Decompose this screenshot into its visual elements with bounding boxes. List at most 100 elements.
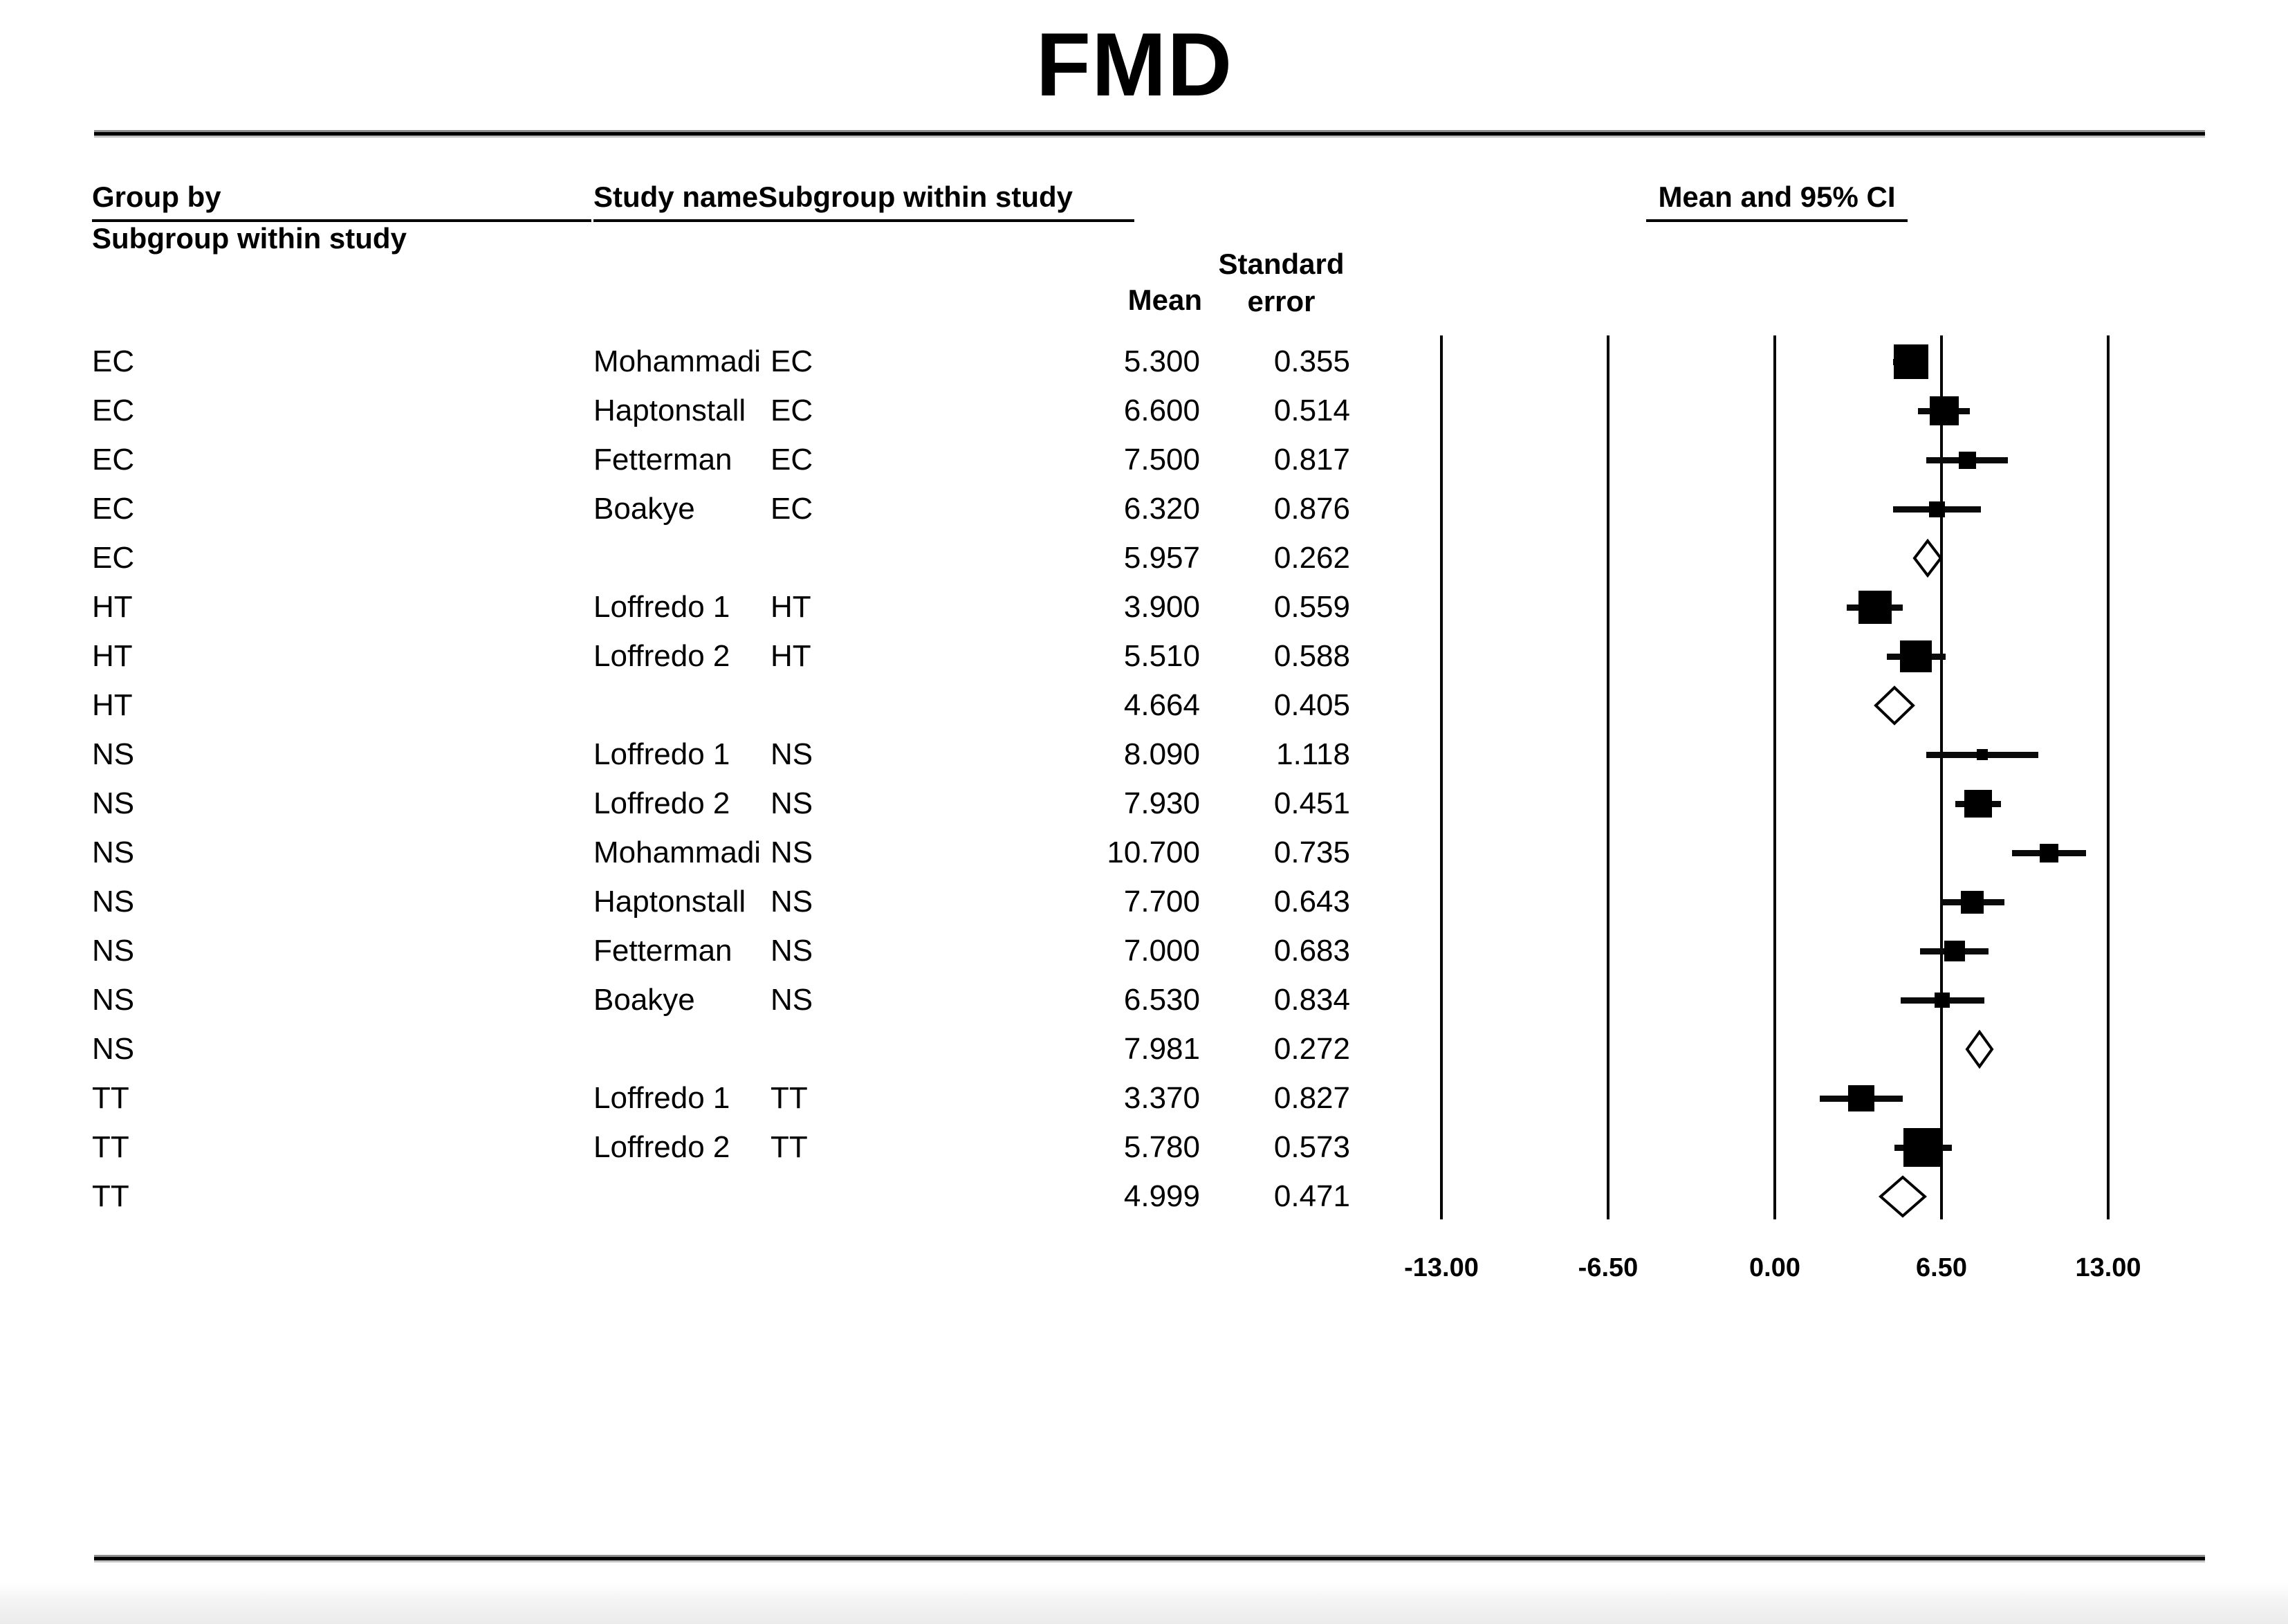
row-study-name: Fetterman	[593, 443, 732, 477]
row-mean-value: 10.700	[1107, 836, 1200, 869]
row-subgroup: NS	[771, 737, 813, 771]
row-group-label: EC	[92, 394, 135, 427]
gridline	[2107, 335, 2110, 1219]
row-mean-value: 5.510	[1123, 639, 1200, 673]
row-mean-value: 3.900	[1123, 590, 1200, 624]
gridline	[1940, 335, 1943, 1219]
row-se-value: 0.643	[1273, 885, 1350, 919]
gridline	[1606, 335, 1609, 1219]
row-study-name: Loffredo 1	[593, 1081, 730, 1115]
standard-error-header-line2: error	[1247, 285, 1316, 317]
mean-column-header: Mean	[1127, 284, 1202, 316]
row-group-label: NS	[92, 983, 135, 1017]
row-study-name: Haptonstall	[593, 394, 746, 427]
axis-tick-label: 0.00	[1749, 1253, 1800, 1282]
row-study-name: Loffredo 2	[593, 1130, 730, 1164]
row-se-value: 0.573	[1273, 1130, 1350, 1164]
row-group-label: EC	[92, 344, 135, 378]
mean-square	[1893, 344, 1928, 379]
row-mean-value: 6.600	[1123, 394, 1200, 427]
row-se-value: 0.405	[1273, 688, 1350, 722]
row-group-label: HT	[92, 639, 133, 673]
group-by-header-line2: Subgroup within study	[92, 222, 407, 255]
row-se-value: 0.817	[1273, 443, 1350, 477]
row-subgroup: EC	[771, 443, 813, 477]
standard-error-header-line1: Standard	[1218, 248, 1345, 280]
row-subgroup: NS	[771, 786, 813, 820]
row-group-label: TT	[92, 1081, 129, 1115]
row-subgroup: TT	[771, 1130, 808, 1164]
row-study-name: Boakye	[593, 492, 695, 526]
axis-tick-label: -13.00	[1404, 1253, 1479, 1282]
gridline	[1773, 335, 1776, 1219]
row-se-value: 0.262	[1273, 541, 1350, 575]
row-mean-value: 8.090	[1123, 737, 1200, 771]
row-subgroup: EC	[771, 492, 813, 526]
row-mean-value: 5.957	[1123, 541, 1200, 575]
mean-square	[1944, 941, 1965, 961]
mean-square	[2040, 843, 2059, 862]
mean-square	[1858, 591, 1892, 624]
top-rule	[94, 130, 2205, 136]
mean-square	[1964, 790, 1993, 818]
mean-square	[1958, 451, 1976, 469]
row-group-label: EC	[92, 443, 135, 477]
axis-tick-label: -6.50	[1578, 1253, 1639, 1282]
row-study-name: Loffredo 1	[593, 737, 730, 771]
gridline	[1439, 335, 1443, 1219]
row-subgroup: TT	[771, 1081, 808, 1115]
mean-square	[1976, 749, 1988, 760]
row-mean-value: 7.700	[1123, 885, 1200, 919]
row-mean-value: 4.999	[1123, 1179, 1200, 1213]
row-group-label: EC	[92, 492, 135, 526]
row-se-value: 0.355	[1273, 344, 1350, 378]
row-se-value: 0.471	[1273, 1179, 1350, 1213]
row-subgroup: NS	[771, 836, 813, 869]
row-study-name: Boakye	[593, 983, 695, 1017]
row-group-label: NS	[92, 786, 135, 820]
mean-square	[1929, 396, 1959, 425]
group-by-header: Group by	[92, 180, 591, 222]
row-se-value: 0.588	[1273, 639, 1350, 673]
row-group-label: TT	[92, 1179, 129, 1213]
mean-square	[1935, 993, 1950, 1008]
row-se-value: 0.272	[1273, 1032, 1350, 1066]
row-mean-value: 7.981	[1123, 1032, 1200, 1066]
summary-diamond	[1879, 1175, 1928, 1218]
row-study-name: Fetterman	[593, 934, 732, 968]
row-se-value: 0.514	[1273, 394, 1350, 427]
row-study-name: Haptonstall	[593, 885, 746, 919]
ci-plot-header: Mean and 95% CI	[1646, 180, 1908, 222]
row-group-label: HT	[92, 688, 133, 722]
row-study-name: Mohammadi	[593, 836, 762, 869]
summary-diamond	[1874, 685, 1915, 726]
row-mean-value: 4.664	[1123, 688, 1200, 722]
row-se-value: 0.451	[1273, 786, 1350, 820]
study-name-header: Study name	[593, 181, 759, 213]
summary-diamond	[1965, 1030, 1994, 1069]
row-mean-value: 7.000	[1123, 934, 1200, 968]
subgroup-header: Subgroup within study	[758, 181, 1073, 213]
row-subgroup: NS	[771, 885, 813, 919]
row-study-name: Loffredo 2	[593, 786, 730, 820]
row-study-name: Loffredo 1	[593, 590, 730, 624]
mean-square	[1903, 1128, 1943, 1167]
axis-tick-label: 6.50	[1916, 1253, 1967, 1282]
row-mean-value: 6.320	[1123, 492, 1200, 526]
page-bottom-edge	[0, 1583, 2288, 1624]
mean-square	[1847, 1085, 1874, 1111]
bottom-rule	[94, 1555, 2205, 1560]
row-mean-value: 7.930	[1123, 786, 1200, 820]
row-se-value: 1.118	[1276, 737, 1350, 771]
row-group-label: HT	[92, 590, 133, 624]
axis-tick-label: 13.00	[2075, 1253, 2141, 1282]
row-group-label: TT	[92, 1130, 129, 1164]
summary-diamond	[1912, 539, 1943, 578]
mean-square	[1928, 501, 1945, 517]
row-study-name: Loffredo 2	[593, 639, 730, 673]
row-group-label: NS	[92, 885, 135, 919]
row-subgroup: NS	[771, 934, 813, 968]
study-subgroup-header: Study nameSubgroup within study	[593, 180, 1134, 222]
row-se-value: 0.735	[1273, 836, 1350, 869]
row-subgroup: EC	[771, 344, 813, 378]
